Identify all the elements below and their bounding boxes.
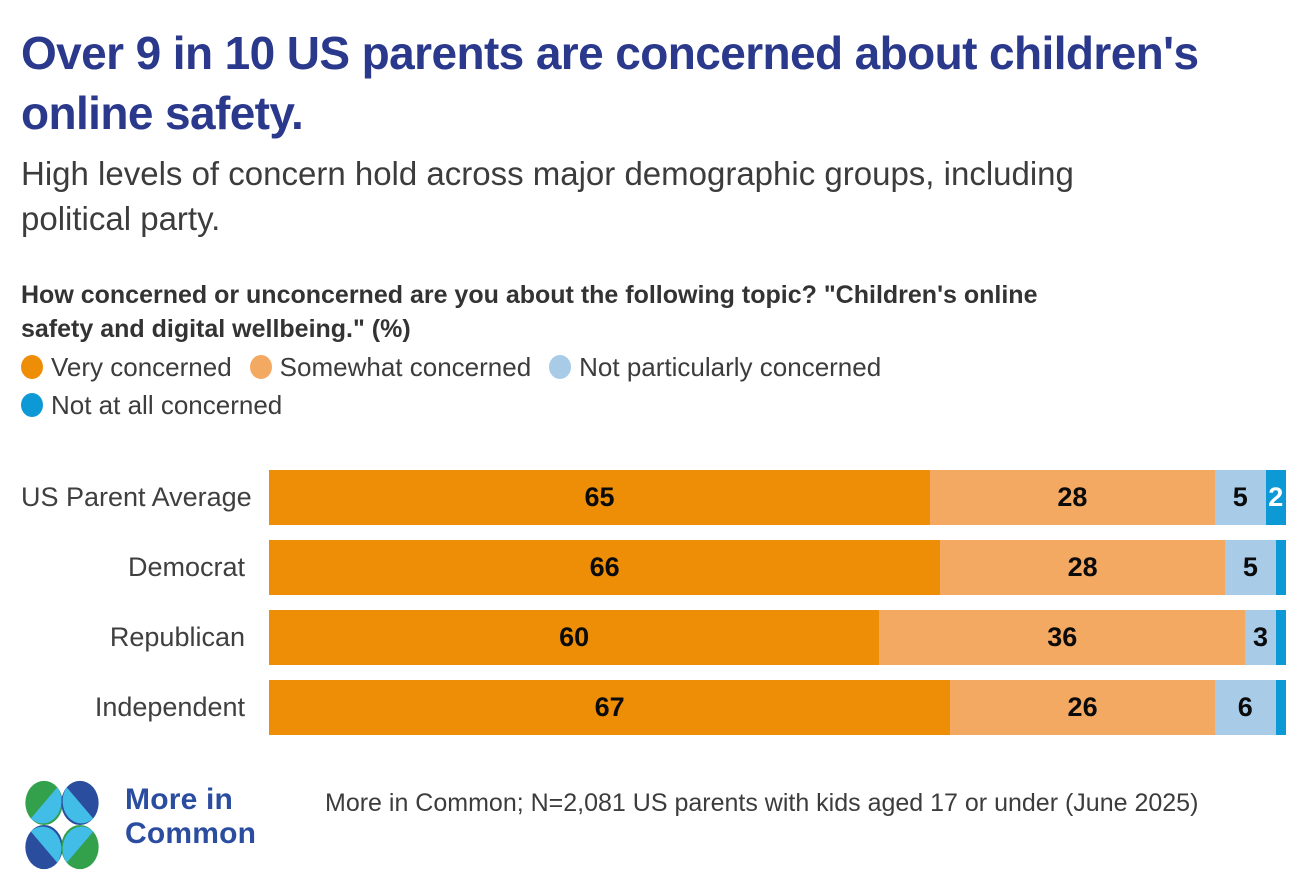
category-label: US Parent Average bbox=[21, 481, 252, 512]
segment-value: 66 bbox=[589, 551, 620, 582]
table-row: US Parent Average 65 28 5 2 bbox=[21, 469, 1286, 525]
legend-item: Somewhat concerned bbox=[249, 351, 532, 383]
legend-label: Very concerned bbox=[51, 351, 232, 382]
legend-swatch-icon bbox=[549, 355, 572, 380]
legend-label: Not at all concerned bbox=[51, 389, 283, 420]
bar-segment: 60 bbox=[269, 609, 880, 665]
segment-value: 36 bbox=[1047, 621, 1078, 652]
category-label: Democrat bbox=[127, 551, 245, 582]
legend-item: Very concerned bbox=[21, 352, 232, 383]
legend-item: Not at all concerned bbox=[21, 390, 282, 421]
more-in-common-logo-icon bbox=[25, 780, 99, 869]
segment-value: 28 bbox=[1057, 481, 1088, 512]
segment-value: 3 bbox=[1253, 621, 1269, 652]
legend-swatch-icon bbox=[21, 393, 43, 418]
segment-value: 65 bbox=[584, 481, 615, 512]
bar-segment bbox=[1275, 679, 1286, 735]
page-title: Over 9 in 10 US parents are concerned ab… bbox=[21, 27, 1199, 139]
bar-segment: 2 bbox=[1265, 469, 1286, 525]
bar-segment: 28 bbox=[940, 539, 1225, 595]
source-note: More in Common; N=2,081 US parents with … bbox=[325, 788, 1199, 817]
stacked-bar: 67 26 6 bbox=[269, 679, 1286, 735]
category-label: Independent bbox=[94, 691, 245, 722]
bar-segment bbox=[1275, 539, 1286, 595]
legend: Very concerned Somewhat concerned Not part… bbox=[21, 352, 1121, 421]
legend-label: Somewhat concerned bbox=[279, 351, 532, 382]
bar-segment: 66 bbox=[269, 539, 941, 595]
table-row: Democrat 66 28 5 bbox=[21, 539, 1286, 595]
table-row: Republican 60 36 3 bbox=[21, 609, 1286, 665]
stacked-bar: 60 36 3 bbox=[269, 609, 1286, 665]
chart-rows: US Parent Average 65 28 5 2 Democrat 66 28 5 Repu… bbox=[21, 469, 1314, 735]
stacked-bar: 66 28 5 bbox=[269, 539, 1286, 595]
subtitle: High levels of concern hold across major… bbox=[21, 154, 1074, 238]
segment-value: 5 bbox=[1232, 481, 1248, 512]
legend-label: Not particularly concerned bbox=[579, 351, 882, 382]
bar-segment: 28 bbox=[930, 469, 1215, 525]
legend-item: Not particularly concerned bbox=[549, 352, 881, 383]
segment-value: 2 bbox=[1268, 481, 1284, 512]
footer: More in Common More in Common; N=2,081 U… bbox=[21, 779, 1314, 871]
legend-swatch-icon bbox=[21, 355, 43, 380]
segment-value: 67 bbox=[594, 691, 625, 722]
bar-segment: 65 bbox=[269, 469, 931, 525]
logo-wordmark: More in Common bbox=[125, 782, 257, 851]
table-row: Independent 67 26 6 bbox=[21, 679, 1286, 735]
segment-value: 28 bbox=[1067, 551, 1098, 582]
bar-segment: 5 bbox=[1224, 539, 1276, 595]
segment-value: 60 bbox=[559, 621, 590, 652]
question-text: How concerned or unconcerned are you abo… bbox=[21, 280, 1038, 343]
bar-segment: 36 bbox=[879, 609, 1246, 665]
bar-segment bbox=[1275, 609, 1286, 665]
bar-segment: 6 bbox=[1214, 679, 1276, 735]
bar-segment: 67 bbox=[269, 679, 951, 735]
stacked-bar: 65 28 5 2 bbox=[269, 469, 1286, 525]
bar-segment: 5 bbox=[1214, 469, 1266, 525]
segment-value: 6 bbox=[1237, 691, 1253, 722]
segment-value: 5 bbox=[1242, 551, 1258, 582]
bar-segment: 3 bbox=[1245, 609, 1276, 665]
segment-value: 26 bbox=[1067, 691, 1098, 722]
legend-swatch-icon bbox=[249, 355, 272, 380]
category-label: Republican bbox=[109, 621, 245, 652]
bar-segment: 26 bbox=[950, 679, 1215, 735]
